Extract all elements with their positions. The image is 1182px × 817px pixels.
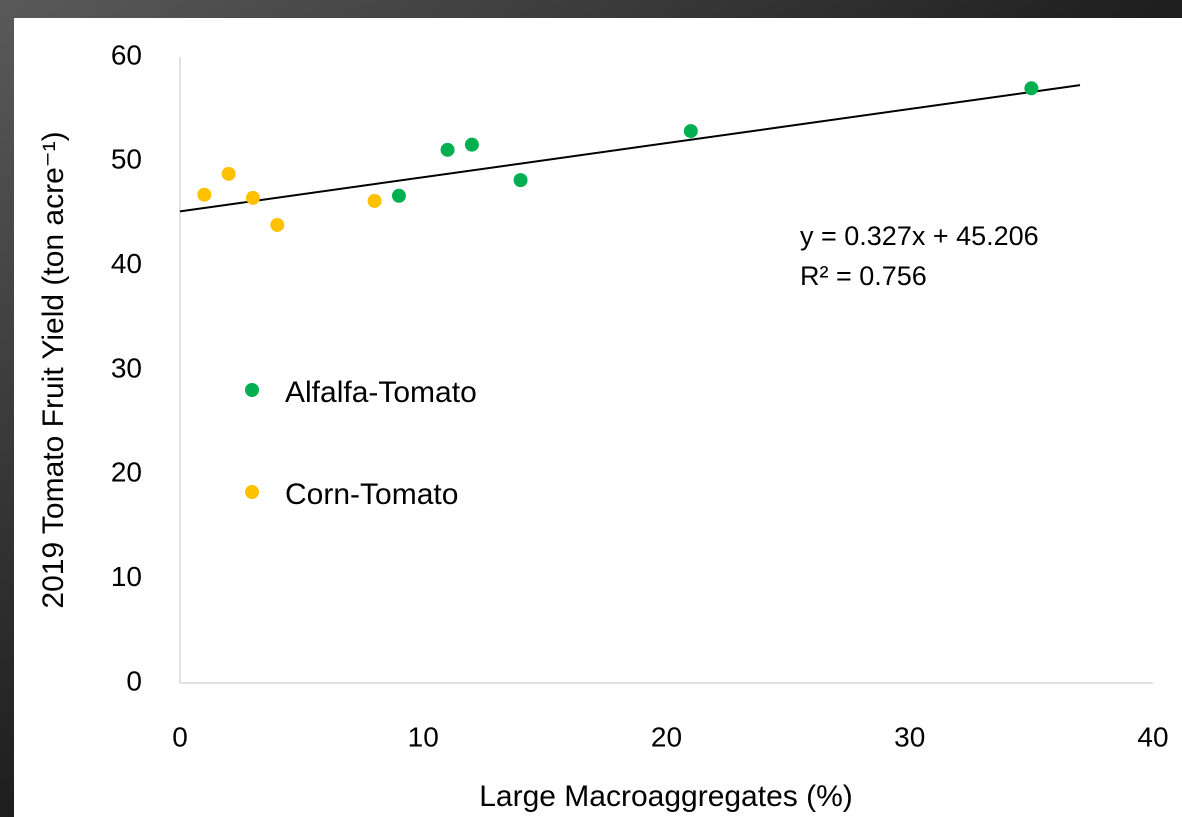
data-point [684,124,698,138]
y-tick-label: 40 [111,248,142,279]
legend-label: Alfalfa-Tomato [285,376,477,409]
x-tick-label: 40 [1137,721,1168,752]
x-tick-label: 30 [894,721,925,752]
x-tick-label: 10 [408,721,439,752]
data-point [441,143,455,157]
chart-panel [14,18,1182,817]
data-point [197,188,211,202]
data-point [270,218,284,232]
data-point [392,189,406,203]
y-axis-title: 2019 Tomato Fruit Yield (ton acre⁻¹) [37,131,70,608]
data-point [246,191,260,205]
y-tick-label: 20 [111,457,142,488]
data-point [368,194,382,208]
data-point [514,173,528,187]
y-tick-label: 50 [111,144,142,175]
legend-label: Corn-Tomato [285,478,458,511]
y-tick-label: 30 [111,352,142,383]
legend-marker [245,383,259,397]
data-point [1024,81,1038,95]
page: {"chart_data": {"type": "scatter", "x_la… [0,0,1182,817]
r-squared: R² = 0.756 [800,261,927,291]
y-tick-label: 0 [126,665,142,696]
y-tick-label: 60 [111,39,142,70]
y-tick-label: 10 [111,561,142,592]
x-tick-label: 20 [651,721,682,752]
data-point [465,138,479,152]
data-point [222,167,236,181]
chart: Large Macroaggregates (%) 2019 Tomato Fr… [0,0,1182,817]
x-tick-label: 0 [172,721,188,752]
x-axis-title: Large Macroaggregates (%) [479,780,853,813]
legend-marker [245,485,259,499]
trendline-equation: y = 0.327x + 45.206 [800,221,1039,251]
